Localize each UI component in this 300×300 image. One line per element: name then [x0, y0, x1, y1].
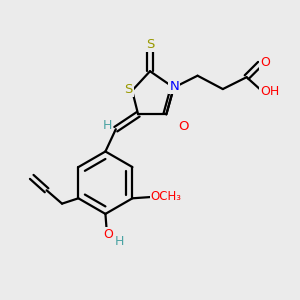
Text: S: S — [124, 82, 133, 96]
Text: O: O — [260, 56, 270, 69]
Text: N: N — [169, 80, 179, 93]
Text: O: O — [178, 120, 189, 133]
Text: OH: OH — [260, 85, 279, 98]
Text: OCH₃: OCH₃ — [151, 190, 182, 203]
Text: H: H — [103, 119, 112, 132]
Text: S: S — [146, 38, 154, 51]
Text: H: H — [115, 235, 124, 248]
Text: O: O — [103, 228, 113, 241]
